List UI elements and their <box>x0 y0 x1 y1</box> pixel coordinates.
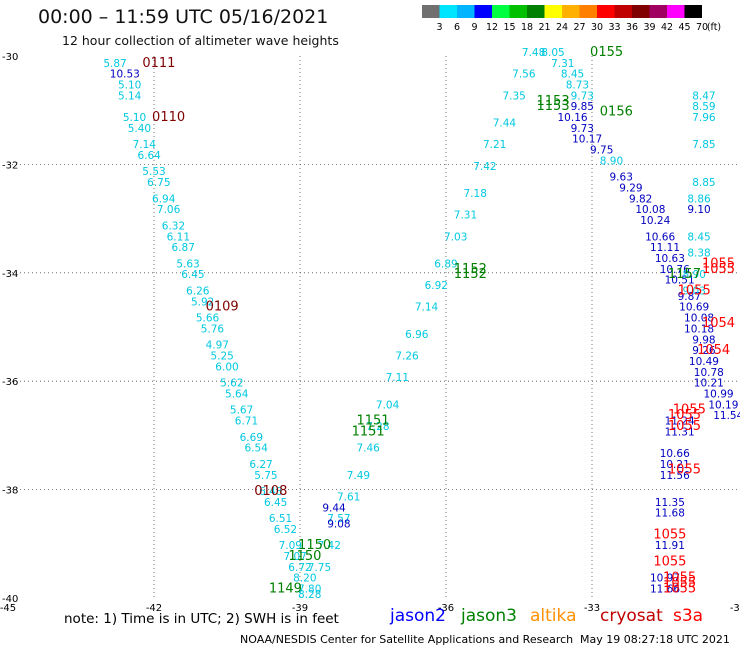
time-annotation: 0109 <box>206 300 239 315</box>
swh-point-label: 7.42 <box>473 161 496 173</box>
swh-point-label: 6.00 <box>215 361 238 373</box>
swh-point-label: 6.54 <box>245 443 269 455</box>
swh-point-label: 7.46 <box>356 443 380 455</box>
time-annotation: 1150 <box>288 549 321 564</box>
swh-point-label: 6.87 <box>172 242 195 254</box>
swh-point-label: 7.35 <box>502 90 525 102</box>
time-annotation: 1153 <box>537 99 570 114</box>
generated-timestamp: May 19 08:27:18 UTC 2021 <box>580 633 730 646</box>
time-annotation: 1055 <box>678 283 711 298</box>
swh-point-label: 8.85 <box>692 177 715 189</box>
swh-point-label: 7.56 <box>512 69 536 81</box>
swh-point-label: 7.96 <box>692 112 716 124</box>
swh-point-label: 6.45 <box>181 269 204 281</box>
time-annotation: 1055 <box>653 527 686 542</box>
swh-point-label: 7.85 <box>692 139 715 151</box>
time-annotation: 0110 <box>152 110 185 125</box>
time-annotation: 1152 <box>454 267 487 282</box>
swh-point-label: 7.26 <box>395 351 419 363</box>
swh-point-label: 7.49 <box>347 470 370 482</box>
y-tick-label: -38 <box>2 486 18 497</box>
swh-point-label: 8.45 <box>687 231 710 243</box>
swh-point-label: 9.44 <box>322 502 346 514</box>
swh-point-label: 8.90 <box>600 155 623 167</box>
swh-point-label: 6.92 <box>425 280 448 292</box>
swh-point-label: 6.75 <box>147 177 170 189</box>
time-annotation: 0111 <box>142 56 175 71</box>
x-tick-label: -30 <box>730 603 740 614</box>
y-tick-label: -40 <box>2 594 18 605</box>
time-annotation: 1151 <box>352 424 385 439</box>
swh-point-label: 7.21 <box>483 139 506 151</box>
y-tick-label: -34 <box>2 269 18 280</box>
satellite-legend-cryosat: cryosat <box>600 606 663 626</box>
swh-point-label: 11.68 <box>655 508 685 520</box>
swh-point-label: 5.40 <box>128 123 151 135</box>
x-tick-label: -33 <box>584 603 600 614</box>
y-tick-label: -36 <box>2 377 18 388</box>
y-tick-label: -30 <box>2 52 18 63</box>
time-annotation: 1157 <box>668 267 701 282</box>
swh-point-label: 6.64 <box>137 150 161 162</box>
swh-point-label: 7.31 <box>454 210 477 222</box>
swh-point-label: 5.14 <box>118 90 142 102</box>
swh-point-label: 9.08 <box>327 519 350 531</box>
time-annotation: 1149 <box>269 582 302 597</box>
swh-point-label: 7.03 <box>444 231 467 243</box>
credit-line: NOAA/NESDIS Center for Satellite Applica… <box>240 633 573 646</box>
satellite-legend-s3a: s3a <box>673 606 703 626</box>
swh-point-label: 7.06 <box>157 204 181 216</box>
time-annotation: 0108 <box>254 484 287 499</box>
satellite-legend-jason2: jason2 <box>390 606 446 626</box>
swh-point-label: 6.96 <box>405 329 429 341</box>
swh-point-label: 7.04 <box>376 399 400 411</box>
time-annotation: 0155 <box>590 45 623 60</box>
swh-point-label: 9.10 <box>687 204 710 216</box>
time-annotation: 1055 <box>668 419 701 434</box>
swh-point-label: 5.76 <box>201 323 225 335</box>
time-annotation: 1055 <box>663 582 696 597</box>
units-note: note: 1) Time is in UTC; 2) SWH is in fe… <box>64 611 339 627</box>
swh-point-label: 11.54 <box>713 410 740 422</box>
y-tick-label: -32 <box>2 160 18 171</box>
swh-point-label: 7.14 <box>415 302 439 314</box>
time-annotation: 1055 <box>668 462 701 477</box>
satellite-legend-jason3: jason3 <box>461 606 517 626</box>
swh-point-label: 5.75 <box>254 470 277 482</box>
swh-point-label: 5.64 <box>225 388 249 400</box>
swh-point-label: 6.71 <box>235 416 258 428</box>
time-annotation: 1055 <box>653 554 686 569</box>
swh-point-label: 7.44 <box>493 117 517 129</box>
time-annotation: 1054 <box>697 343 730 358</box>
swh-point-label: 7.11 <box>386 372 409 384</box>
time-annotation: 1054 <box>702 316 735 331</box>
swh-point-label: 7.18 <box>464 188 487 200</box>
swh-point-label: 10.24 <box>640 215 670 227</box>
satellite-legend-altika: altika <box>530 606 577 626</box>
swh-point-label: 6.52 <box>274 524 297 536</box>
time-annotation: 0156 <box>600 105 633 120</box>
time-annotation: 1055 <box>702 262 735 277</box>
